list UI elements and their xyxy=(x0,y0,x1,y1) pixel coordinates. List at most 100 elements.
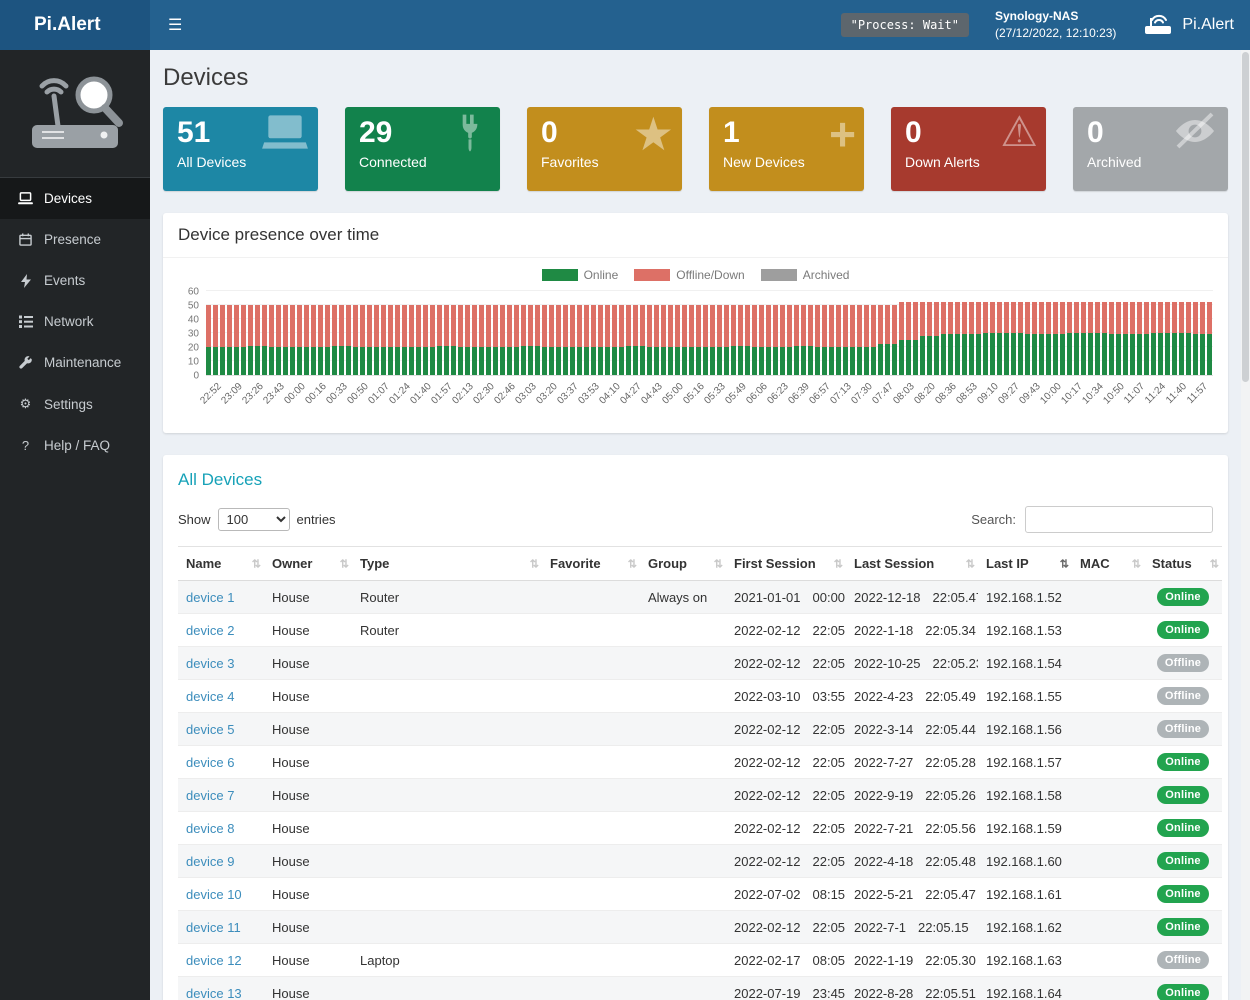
x-tick-label: 11:57 xyxy=(1185,381,1211,406)
device-name-link[interactable]: device 7 xyxy=(186,787,235,803)
presence-bar xyxy=(899,302,904,375)
last-ip-cell: 192.168.1.57 xyxy=(978,745,1072,779)
legend-item-online[interactable]: Online xyxy=(541,268,618,282)
device-name-link[interactable]: device 9 xyxy=(186,853,235,869)
presence-bar xyxy=(647,305,652,375)
sort-icon: ⇅ xyxy=(713,558,723,570)
last-ip-cell: 192.168.1.59 xyxy=(978,811,1072,845)
column-header-name[interactable]: Name ⇅ xyxy=(178,546,264,581)
device-name-link[interactable]: device 8 xyxy=(186,820,235,836)
device-name-link[interactable]: device 2 xyxy=(186,622,235,638)
column-header-status[interactable]: Status ⇅ xyxy=(1144,546,1222,581)
column-header-type[interactable]: Type ⇅ xyxy=(352,546,542,581)
mac-cell xyxy=(1072,877,1144,911)
sort-icon: ⇅ xyxy=(1131,558,1141,570)
sidebar-item-presence[interactable]: Presence xyxy=(0,219,150,260)
favorite-cell xyxy=(542,712,640,746)
presence-bar xyxy=(759,305,764,375)
app-name: Pi.Alert xyxy=(1182,16,1234,33)
summary-card-new-devices[interactable]: 1 New Devices + xyxy=(709,107,864,191)
x-tick-label: 07:13 xyxy=(828,381,854,407)
sidebar-item-devices[interactable]: Devices xyxy=(0,178,150,219)
presence-bar xyxy=(472,305,477,375)
device-name-link[interactable]: device 13 xyxy=(186,985,242,1000)
laptop-icon xyxy=(17,192,34,205)
summary-card-all-devices[interactable]: 51 All Devices xyxy=(163,107,318,191)
column-header-owner[interactable]: Owner ⇅ xyxy=(264,546,352,581)
legend-swatch xyxy=(634,269,671,281)
sidebar-item-events[interactable]: Events xyxy=(0,260,150,301)
presence-bar xyxy=(948,302,953,375)
column-header-last-session[interactable]: Last Session ⇅ xyxy=(846,546,978,581)
entries-select[interactable]: 100 xyxy=(217,508,290,531)
sidebar-item-settings[interactable]: ⚙ Settings xyxy=(0,383,150,425)
x-tick-label: 10:34 xyxy=(1079,381,1106,407)
presence-bar xyxy=(703,305,708,375)
device-name-link[interactable]: device 11 xyxy=(186,919,241,935)
sidebar-item-help-faq[interactable]: ? Help / FAQ xyxy=(0,425,150,466)
presence-bar xyxy=(430,305,435,375)
column-header-mac[interactable]: MAC ⇅ xyxy=(1072,546,1144,581)
group-cell xyxy=(640,844,726,878)
presence-bar xyxy=(542,305,547,375)
presence-bar xyxy=(969,302,974,375)
mac-cell xyxy=(1072,745,1144,779)
status-cell: Offline xyxy=(1144,712,1222,746)
x-tick-label: 05:49 xyxy=(723,381,749,407)
name-cell: device 7 xyxy=(178,778,264,812)
legend-item-archived[interactable]: Archived xyxy=(760,268,850,282)
app-brand[interactable]: Pi.Alert xyxy=(0,0,150,50)
summary-card-down-alerts[interactable]: 0 Down Alerts ⚠ xyxy=(891,107,1046,191)
owner-cell: House xyxy=(264,712,352,746)
owner-cell: House xyxy=(264,778,352,812)
first-session-cell: 2022-03-10 03:55 xyxy=(726,679,846,713)
device-name-link[interactable]: device 4 xyxy=(186,688,235,704)
status-cell: Online xyxy=(1144,844,1222,878)
column-header-first-session[interactable]: First Session ⇅ xyxy=(726,546,846,581)
presence-bar xyxy=(1130,302,1135,375)
legend-label: Archived xyxy=(802,268,850,282)
status-cell: Online xyxy=(1144,910,1222,944)
menu-toggle-icon[interactable]: ☰ xyxy=(168,17,183,34)
sidebar-item-network[interactable]: Network xyxy=(0,301,150,342)
presence-bar xyxy=(262,305,267,375)
status-badge: Offline xyxy=(1156,654,1210,672)
device-name-link[interactable]: device 5 xyxy=(186,721,235,737)
last-session-cell: 2022-8-28 22:05.51 xyxy=(846,976,978,1000)
x-tick-label: 05:00 xyxy=(660,381,686,407)
host-name: Synology-NAS xyxy=(994,9,1079,24)
device-name-link[interactable]: device 1 xyxy=(186,589,235,605)
x-tick-label: 05:33 xyxy=(702,381,728,407)
page-scrollbar[interactable] xyxy=(1241,50,1250,1000)
first-session-cell: 2022-02-17 08:05 xyxy=(726,943,846,977)
last-session-cell: 2022-7-21 22:05.56 xyxy=(846,811,978,845)
device-name-link[interactable]: device 10 xyxy=(186,886,242,902)
name-cell: device 12 xyxy=(178,943,264,977)
process-status-badge: "Process: Wait" xyxy=(840,13,969,37)
search-input[interactable] xyxy=(1025,506,1213,533)
device-name-link[interactable]: device 6 xyxy=(186,754,235,770)
warning-icon: ⚠ xyxy=(1000,108,1038,155)
table-row: device 6 House 2022-02-12 22:05 2022-7-27 22:… xyxy=(178,745,1222,779)
favorite-cell xyxy=(542,976,640,1000)
device-name-link[interactable]: device 3 xyxy=(186,655,235,671)
presence-bar xyxy=(521,305,526,375)
summary-card-archived[interactable]: 0 Archived xyxy=(1073,107,1228,191)
device-name-link[interactable]: device 12 xyxy=(186,952,242,968)
column-header-favorite[interactable]: Favorite ⇅ xyxy=(542,546,640,581)
presence-bar xyxy=(885,305,890,375)
summary-card-connected[interactable]: 29 Connected xyxy=(345,107,500,191)
presence-bar xyxy=(1046,302,1051,375)
last-session-cell: 2022-9-19 22:05.26 xyxy=(846,778,978,812)
chart-x-axis: 22:52 23:09 23:26 23:43 00:00 00:16 00:33 00:50… xyxy=(199,379,1213,425)
scrollbar-thumb[interactable] xyxy=(1242,52,1249,382)
column-header-last-ip[interactable]: Last IP ⇅ xyxy=(978,546,1072,581)
last-session-cell: 2022-7-1 22:05.15 xyxy=(846,910,978,944)
sidebar-item-maintenance[interactable]: Maintenance xyxy=(0,342,150,383)
presence-bar xyxy=(227,305,232,375)
column-header-group[interactable]: Group ⇅ xyxy=(640,546,726,581)
type-cell xyxy=(352,745,542,779)
legend-item-offline-down[interactable]: Offline/Down xyxy=(634,268,745,282)
summary-card-favorites[interactable]: 0 Favorites ★ xyxy=(527,107,682,191)
